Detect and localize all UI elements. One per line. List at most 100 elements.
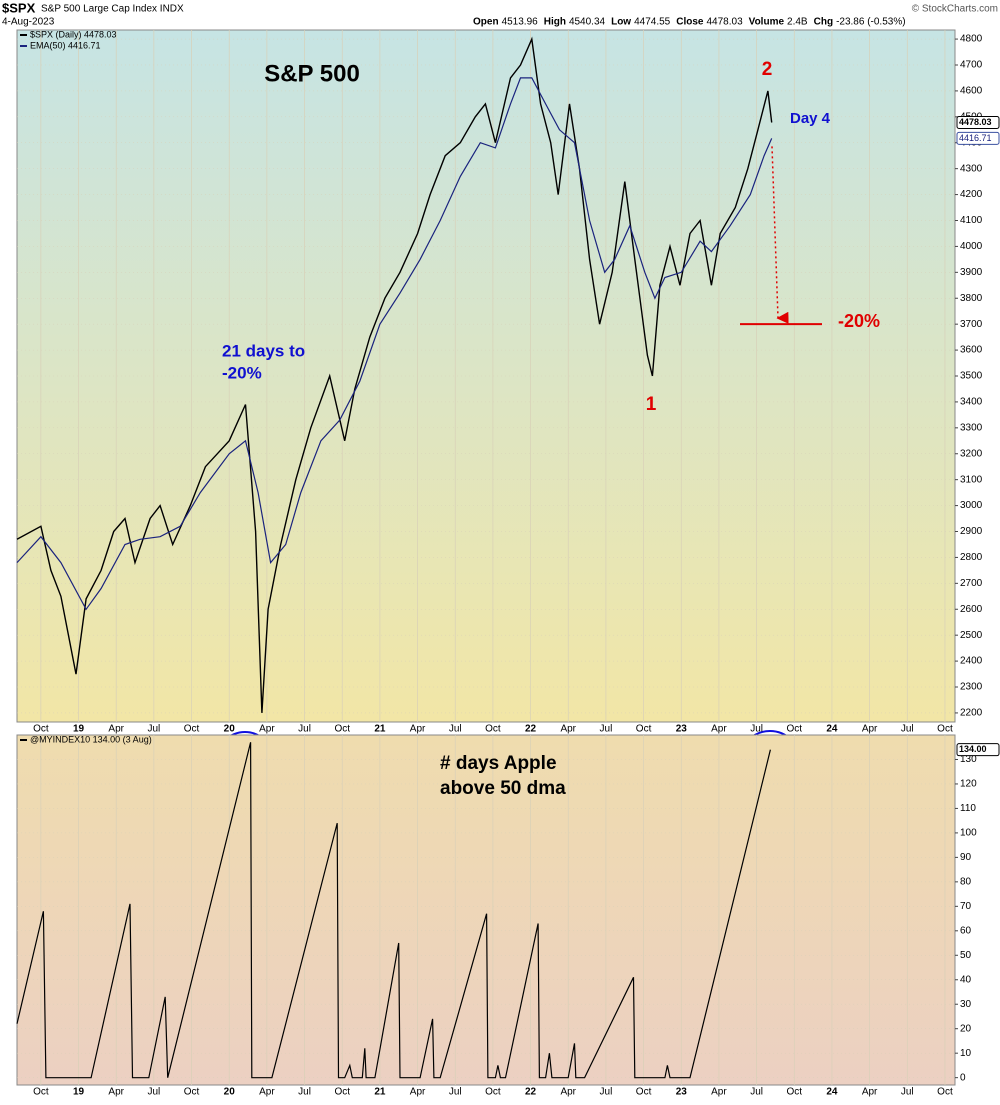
x-tick-label: 23 — [676, 1087, 688, 1098]
y-tick-label: 4800 — [960, 34, 983, 45]
annotation: Day 4 — [790, 110, 831, 127]
last-value-label: 134.00 — [959, 744, 987, 754]
quote-bar: Open 4513.96 High 4540.34 Low 4474.55 Close 447… — [473, 17, 906, 28]
x-tick-label: Oct — [636, 1087, 652, 1098]
quote-value: 2.4B — [787, 17, 808, 28]
y-tick-label: 3200 — [960, 448, 983, 459]
quote-value: 4474.55 — [634, 17, 671, 28]
y-tick-label: 120 — [960, 779, 977, 790]
x-tick-label: Oct — [184, 724, 200, 735]
x-tick-label: 21 — [374, 724, 386, 735]
last-value-box — [956, 116, 1000, 130]
y-tick-label: 10 — [960, 1048, 972, 1059]
x-tick-label: Jul — [750, 1087, 763, 1098]
y-tick-label: 20 — [960, 1023, 972, 1034]
x-tick-label: Oct — [33, 1087, 49, 1098]
x-tick-label: 19 — [73, 724, 85, 735]
reference-label: -20% — [838, 311, 880, 331]
y-tick-label: 2500 — [960, 630, 983, 641]
y-tick-label: 3600 — [960, 345, 983, 356]
chart-title: # days Apple — [440, 753, 557, 774]
drop-arrow — [771, 146, 789, 324]
quote-label: Volume — [749, 17, 785, 28]
y-tick-label: 130 — [960, 754, 977, 765]
y-tick-label: 2400 — [960, 656, 983, 667]
x-tick-label: Jul — [298, 1087, 311, 1098]
last-value-label: 4478.03 — [959, 117, 992, 127]
quote-value: 4478.03 — [706, 17, 743, 28]
credit: © StockCharts.com — [912, 4, 998, 15]
y-tick-label: 3400 — [960, 397, 983, 408]
y-tick-label: 4200 — [960, 189, 983, 200]
y-tick-label: 2300 — [960, 682, 983, 693]
x-tick-label: Apr — [711, 724, 727, 735]
x-tick-label: Apr — [560, 1087, 576, 1098]
symbol: $SPX — [2, 0, 36, 15]
quote-value: 4540.34 — [569, 17, 606, 28]
y-tick-label: 2200 — [960, 708, 983, 719]
x-tick-label: 24 — [826, 724, 838, 735]
x-tick-label: Oct — [636, 724, 652, 735]
x-tick-label: 24 — [826, 1087, 838, 1098]
x-tick-label: 20 — [224, 724, 236, 735]
legend-entry: $SPX (Daily) 4478.03 — [30, 29, 117, 39]
y-tick-label: 4300 — [960, 163, 983, 174]
y-tick-label: 3700 — [960, 319, 983, 330]
annotation: above 50 dma — [440, 778, 566, 799]
annotation: -20% — [222, 363, 262, 382]
plot-background — [16, 734, 956, 1086]
annotation: 21 days to — [222, 341, 305, 360]
y-tick-label: 4600 — [960, 86, 983, 97]
quote-value: -23.86 (-0.53%) — [836, 17, 905, 28]
x-tick-label: Jul — [147, 1087, 160, 1098]
x-tick-label: Oct — [334, 1087, 350, 1098]
x-tick-label: 19 — [73, 1087, 85, 1098]
x-tick-label: Apr — [711, 1087, 727, 1098]
chart-title: S&P 500 — [264, 60, 360, 87]
x-tick-label: 23 — [676, 724, 688, 735]
x-tick-label: Apr — [862, 724, 878, 735]
date: 4-Aug-2023 — [2, 17, 55, 28]
y-tick-label: 4100 — [960, 215, 983, 226]
y-tick-label: 3000 — [960, 500, 983, 511]
annotation: 1 — [646, 394, 657, 415]
quote-label: Chg — [814, 17, 833, 28]
y-tick-label: 2600 — [960, 604, 983, 615]
y-tick-label: 2800 — [960, 552, 983, 563]
x-tick-label: Apr — [108, 724, 124, 735]
y-tick-label: 4000 — [960, 241, 983, 252]
x-tick-label: Apr — [862, 1087, 878, 1098]
quote-label: High — [544, 17, 566, 28]
x-tick-label: 20 — [224, 1087, 236, 1098]
x-tick-label: Apr — [108, 1087, 124, 1098]
y-tick-label: 3500 — [960, 371, 983, 382]
quote-value: 4513.96 — [502, 17, 539, 28]
x-tick-label: Apr — [410, 724, 426, 735]
y-tick-label: 100 — [960, 828, 977, 839]
y-tick-label: 3100 — [960, 474, 983, 485]
x-tick-label: Oct — [184, 1087, 200, 1098]
y-tick-label: 50 — [960, 950, 972, 961]
x-tick-label: Jul — [449, 1087, 462, 1098]
last-value-box — [956, 743, 1000, 757]
x-tick-label: Jul — [449, 724, 462, 735]
x-tick-label: Jul — [600, 1087, 613, 1098]
x-tick-label: Oct — [33, 724, 49, 735]
x-tick-label: Oct — [485, 1087, 501, 1098]
annotation: 2 — [762, 59, 773, 80]
y-tick-label: 4700 — [960, 60, 983, 71]
x-tick-label: Oct — [786, 1087, 802, 1098]
x-tick-label: 22 — [525, 724, 537, 735]
y-tick-label: 3800 — [960, 293, 983, 304]
x-tick-label: Apr — [259, 1087, 275, 1098]
x-tick-label: Jul — [600, 724, 613, 735]
series-line — [16, 77, 773, 611]
x-tick-label: Oct — [937, 1087, 953, 1098]
y-tick-label: 80 — [960, 876, 972, 887]
quote-label: Low — [611, 17, 631, 28]
x-tick-label: 21 — [374, 1087, 386, 1098]
x-tick-label: Oct — [334, 724, 350, 735]
y-tick-label: 3300 — [960, 422, 983, 433]
y-tick-label: 70 — [960, 901, 972, 912]
index-name: S&P 500 Large Cap Index INDX — [41, 4, 184, 15]
